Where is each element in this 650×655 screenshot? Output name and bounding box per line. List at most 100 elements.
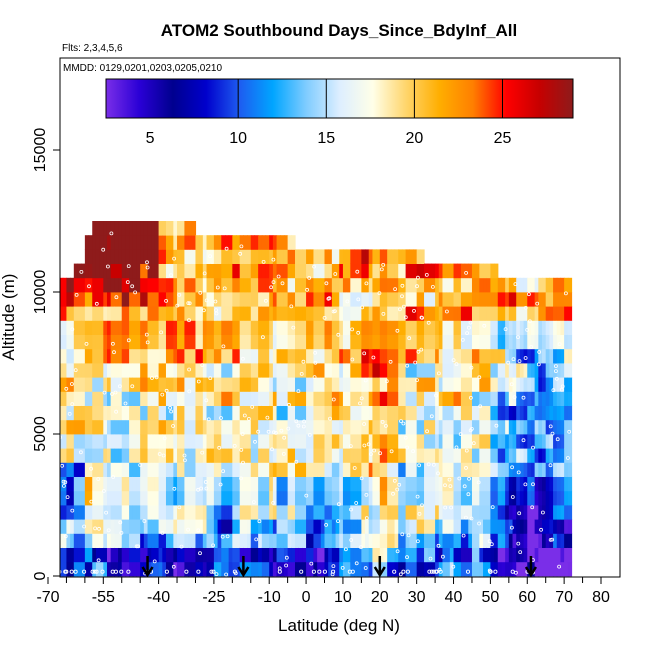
heatmap-cell — [165, 221, 171, 236]
heatmap-cell — [357, 377, 362, 392]
heatmap-cell — [453, 448, 458, 463]
heatmap-cell — [302, 533, 307, 548]
heatmap-cell — [213, 292, 219, 307]
heatmap-cell — [165, 249, 171, 264]
heatmap-cell — [317, 377, 322, 392]
heatmap-cell — [438, 490, 444, 506]
heatmap-cell — [232, 377, 237, 392]
sample-point — [429, 569, 434, 574]
heatmap-cell — [556, 320, 562, 335]
heatmap-cell — [527, 277, 532, 293]
heatmap-cell — [379, 363, 385, 378]
heatmap-cell — [136, 377, 141, 392]
heatmap-cell — [60, 533, 64, 548]
heatmap-cell — [313, 377, 318, 392]
sample-point — [336, 502, 341, 507]
heatmap-cell — [564, 505, 569, 520]
heatmap-cell — [538, 306, 543, 321]
heatmap-cell — [534, 334, 539, 350]
heatmap-cell — [210, 391, 215, 406]
heatmap-cell — [460, 519, 466, 534]
heatmap-cell — [162, 434, 167, 449]
heatmap-cell — [295, 505, 300, 520]
heatmap-cell — [545, 448, 550, 463]
heatmap-cell — [527, 519, 532, 534]
heatmap-cell — [165, 306, 171, 321]
heatmap-cell — [512, 462, 517, 477]
heatmap-cell — [401, 363, 407, 378]
sample-point — [554, 376, 559, 381]
heatmap-cell — [184, 363, 189, 378]
heatmap-cell — [239, 235, 244, 250]
heatmap-cell — [224, 448, 230, 463]
heatmap-cell — [202, 561, 208, 577]
heatmap-cell — [405, 547, 410, 563]
heatmap-cell — [427, 348, 433, 364]
heatmap-cell — [125, 419, 130, 435]
heatmap-cell — [173, 306, 178, 321]
heatmap-cell — [81, 547, 86, 563]
heatmap-cell — [460, 490, 466, 506]
heatmap-cell — [287, 476, 292, 492]
heatmap-cell — [118, 221, 123, 236]
arrow-head — [524, 566, 538, 578]
heatmap-cell — [424, 377, 429, 392]
heatmap-cell — [291, 547, 296, 563]
heatmap-cell — [530, 519, 536, 534]
heatmap-cell — [118, 533, 123, 548]
sample-point — [177, 292, 182, 297]
heatmap-cell — [331, 320, 337, 335]
heatmap-cell — [457, 490, 462, 506]
heatmap-cell — [508, 334, 514, 350]
heatmap-cell — [516, 391, 521, 406]
heatmap-cell — [84, 462, 90, 477]
heatmap-cell — [132, 561, 138, 577]
heatmap-cell — [320, 547, 326, 563]
heatmap-cell — [317, 348, 322, 364]
heatmap-cell — [180, 377, 186, 392]
heatmap-cell — [306, 363, 311, 378]
heatmap-cell — [195, 391, 200, 406]
heatmap-cell — [95, 292, 101, 307]
heatmap-cell — [446, 348, 451, 364]
heatmap-cell — [560, 547, 565, 563]
sample-point — [400, 532, 405, 537]
heatmap-cell — [265, 405, 270, 421]
heatmap-cell — [95, 221, 101, 236]
heatmap-cell — [118, 292, 123, 307]
heatmap-cell — [394, 348, 399, 364]
heatmap-cell — [298, 561, 303, 577]
heatmap-cell — [494, 434, 499, 449]
heatmap-cell — [60, 476, 64, 492]
heatmap-cell — [121, 391, 127, 406]
heatmap-cell — [66, 505, 71, 520]
heatmap-cell — [446, 391, 451, 406]
heatmap-cell — [199, 377, 204, 392]
heatmap-cell — [449, 533, 455, 548]
heatmap-cell — [553, 363, 558, 378]
heatmap-cell — [309, 462, 315, 477]
y-tick-label: 5000 — [32, 416, 49, 452]
heatmap-cell — [331, 277, 337, 293]
sample-point — [415, 275, 420, 280]
heatmap-cell — [165, 533, 171, 548]
heatmap-cell — [350, 363, 355, 378]
heatmap-cell — [342, 263, 348, 279]
heatmap-cell — [412, 363, 418, 378]
heatmap-cell — [129, 547, 134, 563]
heatmap-cell — [121, 334, 127, 350]
heatmap-cell — [416, 249, 421, 264]
heatmap-cell — [530, 434, 536, 449]
heatmap-cell — [549, 306, 554, 321]
heatmap-cell — [232, 405, 237, 421]
heatmap-cell — [154, 306, 160, 321]
heatmap-cell — [276, 235, 281, 250]
sample-point — [63, 569, 68, 574]
heatmap-cell — [390, 277, 396, 293]
heatmap-cell — [118, 505, 123, 520]
heatmap-cell — [206, 434, 211, 449]
heatmap-cell — [320, 334, 326, 350]
heatmap-cell — [165, 561, 171, 577]
heatmap-cell — [140, 476, 145, 492]
heatmap-cell — [173, 547, 178, 563]
